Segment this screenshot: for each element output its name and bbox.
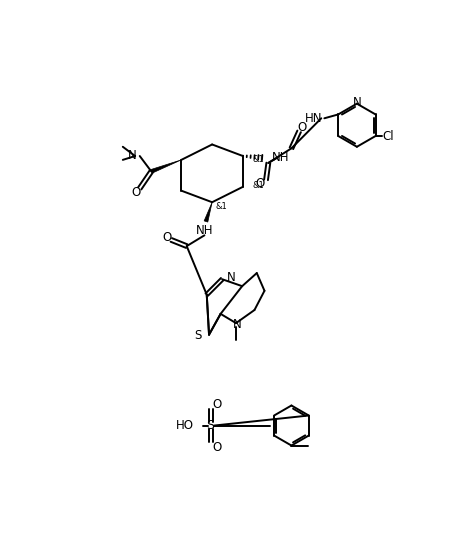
Text: &1: &1	[216, 201, 228, 211]
Text: O: O	[212, 440, 221, 453]
Text: O: O	[298, 121, 307, 134]
Text: O: O	[162, 231, 171, 244]
Text: &1: &1	[252, 181, 264, 190]
Polygon shape	[204, 202, 212, 222]
Text: &1: &1	[252, 155, 264, 163]
Text: Cl: Cl	[382, 129, 394, 142]
Polygon shape	[151, 160, 182, 173]
Text: NH: NH	[272, 151, 289, 164]
Text: S: S	[194, 329, 201, 342]
Text: HN: HN	[305, 112, 323, 125]
Text: O: O	[255, 177, 264, 190]
Text: O: O	[131, 186, 140, 199]
Text: N: N	[233, 318, 242, 331]
Text: S: S	[207, 419, 215, 432]
Text: N: N	[128, 149, 137, 162]
Text: HO: HO	[176, 419, 194, 432]
Text: N: N	[353, 97, 362, 109]
Text: NH: NH	[196, 224, 213, 237]
Text: N: N	[227, 271, 236, 284]
Text: O: O	[212, 398, 221, 411]
